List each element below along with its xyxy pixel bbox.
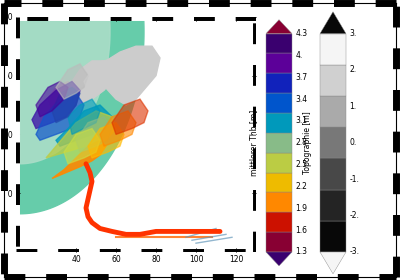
Polygon shape bbox=[100, 111, 136, 146]
Text: 3.: 3. bbox=[350, 29, 357, 38]
Polygon shape bbox=[56, 105, 112, 146]
Text: 2.8: 2.8 bbox=[296, 138, 308, 147]
Text: 1.3: 1.3 bbox=[296, 248, 308, 256]
Polygon shape bbox=[84, 58, 120, 93]
Polygon shape bbox=[32, 81, 80, 129]
Polygon shape bbox=[20, 0, 144, 214]
Polygon shape bbox=[76, 117, 112, 152]
Text: Topographie [m]: Topographie [m] bbox=[304, 111, 312, 174]
Polygon shape bbox=[56, 64, 88, 99]
Polygon shape bbox=[20, 0, 110, 164]
Text: 4.3: 4.3 bbox=[296, 29, 308, 38]
Text: 2.2: 2.2 bbox=[296, 182, 308, 191]
Text: 4.: 4. bbox=[296, 51, 303, 60]
Polygon shape bbox=[88, 123, 124, 158]
Text: 1.6: 1.6 bbox=[296, 226, 308, 235]
Polygon shape bbox=[64, 129, 100, 164]
Text: 0.: 0. bbox=[350, 138, 357, 147]
Text: 1.9: 1.9 bbox=[296, 204, 308, 213]
Text: -3.: -3. bbox=[350, 248, 360, 256]
Text: -1.: -1. bbox=[350, 175, 360, 184]
Text: mittlerer Thb [m]: mittlerer Thb [m] bbox=[250, 110, 258, 176]
Polygon shape bbox=[112, 99, 148, 134]
Text: 2.5: 2.5 bbox=[296, 160, 308, 169]
Polygon shape bbox=[36, 81, 68, 117]
Polygon shape bbox=[46, 111, 116, 158]
Polygon shape bbox=[68, 99, 100, 134]
Polygon shape bbox=[92, 46, 160, 105]
Polygon shape bbox=[52, 140, 106, 179]
Text: 3.1: 3.1 bbox=[296, 116, 308, 125]
Polygon shape bbox=[48, 81, 72, 111]
Text: 3.4: 3.4 bbox=[296, 95, 308, 104]
Polygon shape bbox=[36, 93, 84, 140]
Text: 3.7: 3.7 bbox=[296, 73, 308, 82]
Text: -2.: -2. bbox=[350, 211, 360, 220]
Text: 1.: 1. bbox=[350, 102, 357, 111]
Polygon shape bbox=[52, 87, 80, 123]
Text: 2.: 2. bbox=[350, 66, 357, 74]
Polygon shape bbox=[72, 61, 116, 105]
